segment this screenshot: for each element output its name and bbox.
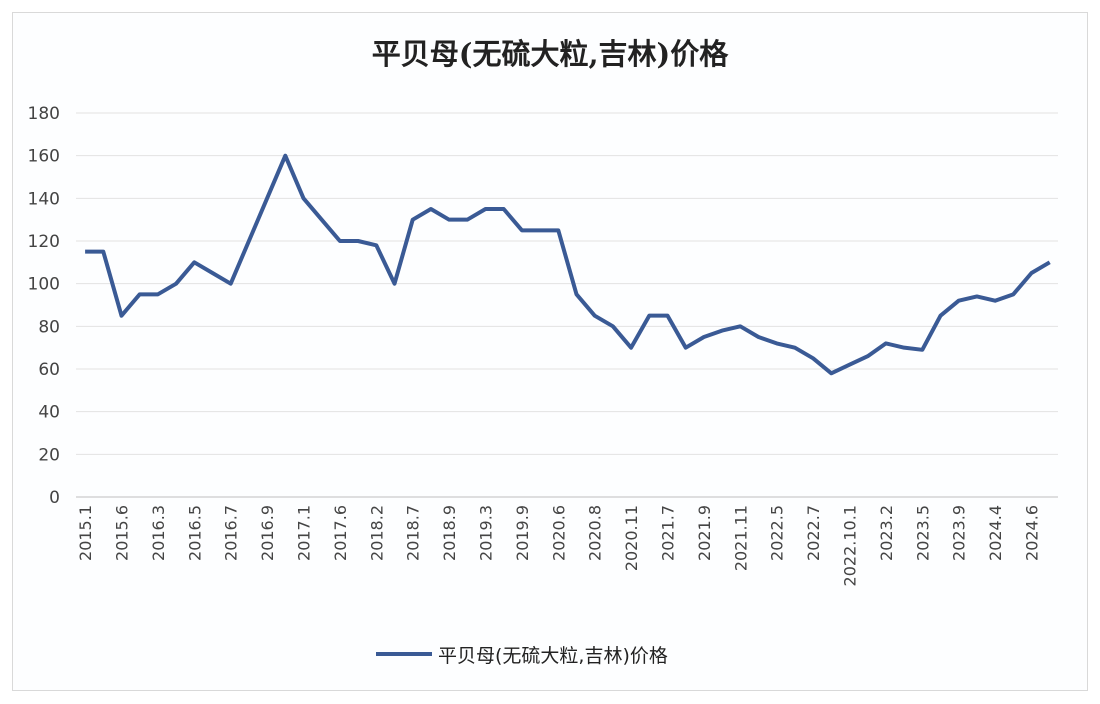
y-tick-label: 140	[28, 189, 60, 209]
x-tick-label: 2021.9	[695, 505, 714, 561]
chart-title: 平贝母(无硫大粒,吉林)价格	[372, 37, 730, 71]
x-tick-label: 2023.9	[950, 505, 969, 561]
x-tick-label: 2019.3	[477, 505, 496, 561]
x-tick-label: 2023.2	[877, 505, 896, 561]
legend-label: 平贝母(无硫大粒,吉林)价格	[438, 645, 668, 667]
x-tick-label: 2022.5	[768, 505, 787, 561]
x-tick-label: 2018.9	[440, 505, 459, 561]
y-tick-label: 60	[38, 360, 60, 380]
x-tick-label: 2024.6	[1023, 505, 1042, 561]
y-tick-label: 180	[28, 104, 60, 124]
x-tick-label: 2015.6	[113, 505, 132, 561]
x-tick-label: 2016.3	[149, 505, 168, 561]
x-tick-label: 2020.8	[586, 505, 605, 561]
x-tick-label: 2016.7	[222, 505, 241, 561]
x-tick-label: 2018.7	[404, 505, 423, 561]
legend: 平贝母(无硫大粒,吉林)价格	[376, 645, 668, 667]
x-tick-label: 2020.11	[622, 505, 641, 571]
chart-frame	[12, 12, 1088, 691]
y-tick-label: 40	[38, 403, 60, 423]
x-tick-label: 2016.9	[258, 505, 277, 561]
x-tick-label: 2016.5	[185, 505, 204, 561]
y-tick-label: 160	[28, 147, 60, 167]
x-tick-label: 2021.7	[659, 505, 678, 561]
x-tick-label: 2024.4	[986, 505, 1005, 561]
x-tick-label: 2021.11	[731, 505, 750, 571]
x-tick-label: 2017.1	[295, 505, 314, 561]
y-tick-label: 120	[28, 232, 60, 252]
y-tick-label: 0	[49, 488, 60, 508]
x-tick-label: 2022.7	[804, 505, 823, 561]
x-tick-label: 2022.10.1	[841, 505, 860, 586]
x-tick-label: 2020.6	[549, 505, 568, 561]
series-line	[85, 153, 1051, 376]
y-tick-label: 20	[38, 445, 60, 465]
x-tick-label: 2018.2	[367, 505, 386, 561]
y-tick-label: 80	[38, 317, 60, 337]
x-tick-label: 2017.6	[331, 505, 350, 561]
x-tick-label: 2023.5	[913, 505, 932, 561]
x-tick-label: 2019.9	[513, 505, 532, 561]
y-tick-label: 100	[28, 275, 60, 295]
x-tick-label: 2015.1	[76, 505, 95, 561]
